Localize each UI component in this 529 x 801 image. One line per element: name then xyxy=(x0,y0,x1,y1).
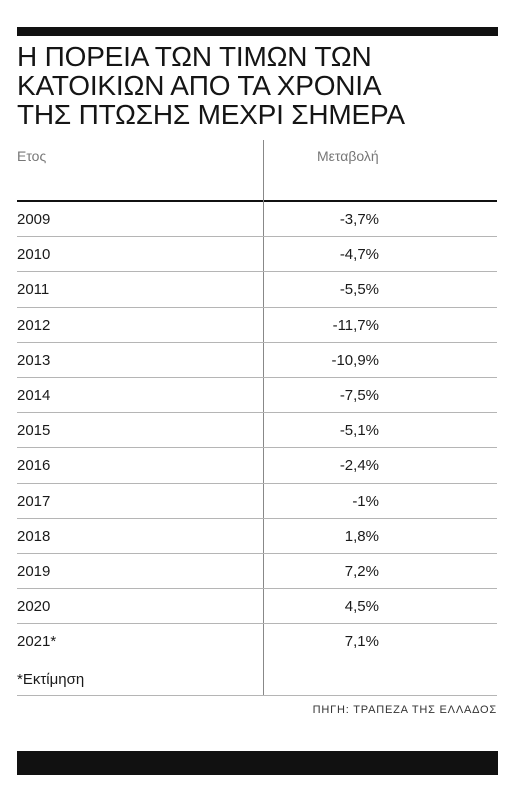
year-cell: 2021* xyxy=(17,633,57,651)
change-cell: 1,8% xyxy=(344,527,379,545)
change-cell: -10,9% xyxy=(331,351,379,369)
title-line-2: ΚΑΤΟΙΚΙΩΝ ΑΠΟ ΤΑ ΧΡΟΝΙΑ xyxy=(17,70,382,101)
table-row: 2013 -10,9% xyxy=(17,343,497,378)
change-cell: 4,5% xyxy=(344,598,379,616)
table-row: 2009 -3,7% xyxy=(17,202,497,238)
change-cell: -5,5% xyxy=(339,281,379,299)
table-row: 2018 1,8% xyxy=(17,519,497,554)
table-row: 2019 7,2% xyxy=(17,554,497,590)
footnote: *Εκτίμηση xyxy=(17,671,85,688)
source-credit: ΠΗΓΗ: ΤΡΑΠΕΖΑ ΤΗΣ ΕΛΛΑΔΟΣ xyxy=(312,704,497,716)
table-title: Η ΠΟΡΕΙΑ ΤΩΝ ΤΙΜΩΝ ΤΩΝ ΚΑΤΟΙΚΙΩΝ ΑΠΟ ΤΑ … xyxy=(17,42,497,129)
table-row: 2020 4,5% xyxy=(17,589,497,625)
year-cell: 2015 xyxy=(17,422,51,440)
year-cell: 2019 xyxy=(17,562,51,580)
column-header-year: Ετος xyxy=(17,148,47,164)
change-cell: -2,4% xyxy=(339,457,379,475)
title-line-3: ΤΗΣ ΠΤΩΣΗΣ ΜΕΧΡΙ ΣΗΜΕΡΑ xyxy=(17,99,405,130)
header-rule xyxy=(17,200,497,202)
footnote-row: *Εκτίμηση xyxy=(17,660,497,696)
year-cell: 2010 xyxy=(17,246,51,264)
column-divider xyxy=(263,140,264,696)
change-cell: -1% xyxy=(352,492,379,510)
year-cell: 2014 xyxy=(17,386,51,404)
bottom-rule-bar xyxy=(17,751,498,775)
change-cell: 7,2% xyxy=(344,562,379,580)
year-cell: 2009 xyxy=(17,211,51,228)
table-row: 2015 -5,1% xyxy=(17,413,497,449)
year-cell: 2020 xyxy=(17,598,51,616)
year-cell: 2017 xyxy=(17,492,51,510)
table-header: Ετος Μεταβολή xyxy=(17,140,497,202)
top-rule-bar xyxy=(17,27,498,36)
table-row: 2016 -2,4% xyxy=(17,448,497,484)
change-cell: -5,1% xyxy=(339,422,379,440)
year-cell: 2012 xyxy=(17,316,51,334)
table-row: 2017 -1% xyxy=(17,484,497,519)
change-cell: -4,7% xyxy=(339,246,379,264)
table-row: 2021* 7,1% xyxy=(17,624,497,659)
table-body: 2009 -3,7% 2010 -4,7% 2011 -5,5% 2012 -11,7%… xyxy=(17,202,497,659)
year-cell: 2013 xyxy=(17,351,51,369)
title-line-1: Η ΠΟΡΕΙΑ ΤΩΝ ΤΙΜΩΝ ΤΩΝ xyxy=(17,41,372,72)
year-cell: 2016 xyxy=(17,457,51,475)
year-cell: 2011 xyxy=(17,281,50,299)
table-row: 2012 -11,7% xyxy=(17,308,497,343)
table-row: 2014 -7,5% xyxy=(17,378,497,414)
change-cell: 7,1% xyxy=(344,633,379,651)
column-header-change: Μεταβολή xyxy=(317,148,379,164)
change-cell: -3,7% xyxy=(339,211,379,228)
change-cell: -7,5% xyxy=(339,386,379,404)
change-cell: -11,7% xyxy=(332,316,379,334)
table-row: 2010 -4,7% xyxy=(17,237,497,273)
year-cell: 2018 xyxy=(17,527,51,545)
table-row: 2011 -5,5% xyxy=(17,272,497,308)
